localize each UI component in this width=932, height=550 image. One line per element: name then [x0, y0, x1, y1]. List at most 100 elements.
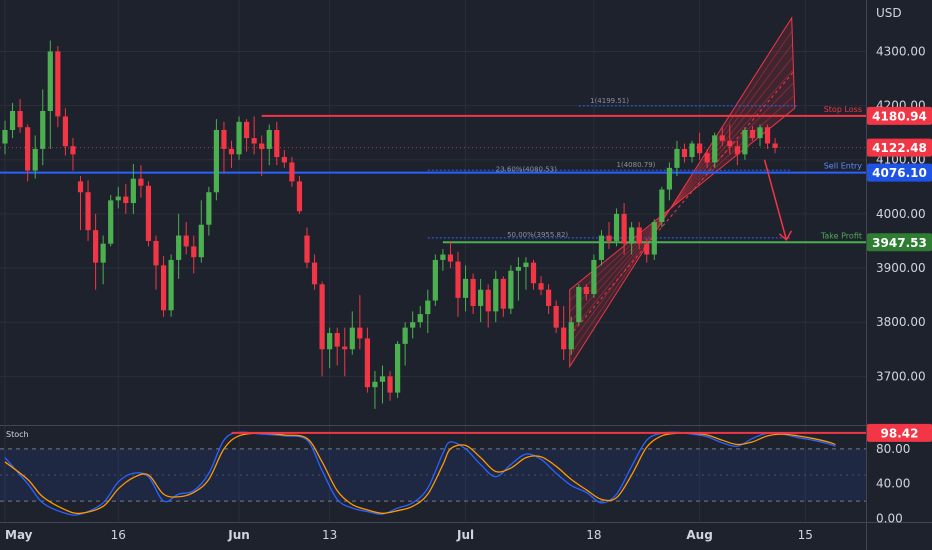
candle-body	[523, 262, 529, 267]
stoch-grid	[0, 448, 866, 502]
candle-body	[176, 235, 182, 260]
candle-body	[296, 181, 303, 212]
candle-body	[697, 143, 703, 154]
candle-body	[55, 51, 61, 117]
candle-body	[311, 262, 318, 285]
projection-arrowhead	[778, 230, 793, 242]
candle-body	[17, 111, 23, 128]
candle-body	[289, 162, 295, 182]
candle-body	[47, 51, 53, 112]
candle-body	[395, 343, 401, 393]
candle-body	[712, 135, 718, 163]
candle-body	[379, 376, 386, 382]
price-tag-bg	[867, 233, 932, 252]
stoch-tick-label: 80.00	[876, 442, 910, 456]
candle-body	[621, 213, 627, 244]
sell-entry-label: Sell Entry	[824, 162, 863, 171]
candle-body	[591, 259, 597, 295]
candle-body	[440, 254, 446, 260]
candle-body	[387, 376, 393, 393]
time-tick-label: May	[5, 528, 33, 542]
candle-body	[236, 121, 242, 155]
candle-body	[644, 243, 650, 255]
price-tag-bg	[867, 106, 932, 125]
price-tick-label: 3700.00	[876, 369, 926, 383]
price-tag-value: 4122.48	[872, 141, 927, 155]
candles[interactable]	[2, 40, 778, 409]
price-tick-label: 3900.00	[876, 261, 926, 275]
candle-body	[319, 284, 325, 350]
candle-body	[485, 289, 491, 312]
candle-body	[130, 178, 136, 204]
candle-body	[153, 240, 159, 266]
price-tag: 4180.94	[867, 106, 932, 125]
candle-body	[598, 235, 605, 260]
candle-body	[198, 224, 204, 258]
candle-body	[719, 135, 725, 141]
time-tick-label: 18	[586, 528, 601, 542]
candle-body	[138, 178, 144, 186]
candle-body	[613, 213, 620, 241]
candle-body	[62, 116, 68, 147]
candle-body	[704, 153, 710, 163]
price-tag-bg	[867, 163, 932, 182]
price-channel	[569, 16, 796, 369]
price-tag-value: 3947.53	[872, 236, 927, 250]
candle-body	[183, 235, 189, 247]
candle-body	[251, 138, 257, 144]
candle-body	[40, 111, 46, 149]
candle-body	[651, 222, 657, 255]
candle-body	[274, 129, 280, 158]
candle-body	[772, 143, 778, 148]
candle-body	[259, 143, 265, 149]
candle-body	[538, 283, 544, 290]
candle-body	[228, 148, 235, 155]
time-tick-label: Jun	[227, 528, 250, 542]
candle-body	[659, 189, 665, 223]
stoch-tick-label: 0.00	[876, 512, 903, 526]
projection-arrow	[763, 159, 788, 241]
candle-body	[417, 314, 423, 323]
candle-body	[432, 259, 438, 301]
candle-body	[266, 129, 272, 149]
price-tag: 4076.10	[867, 163, 932, 182]
stoch-tag-value: 98.42	[881, 426, 919, 440]
price-tick-label: 4000.00	[876, 207, 926, 221]
stop-loss-label: Stop Loss	[824, 105, 862, 114]
price-tags: 4180.94 4122.48 4076.10 3947.53 98.42	[867, 106, 932, 442]
time-tick-label: 13	[322, 528, 337, 542]
price-tag-bg	[867, 138, 932, 157]
candle-body	[2, 129, 8, 144]
stoch-tag: 98.42	[867, 423, 932, 442]
candle-body	[244, 121, 250, 139]
candle-body	[606, 235, 612, 241]
candle-body	[25, 127, 31, 171]
candle-body	[9, 111, 16, 130]
candle-body	[281, 157, 287, 163]
candle-body	[100, 243, 106, 263]
candle-body	[93, 230, 99, 263]
candle-body	[478, 289, 484, 306]
candle-body	[77, 181, 84, 193]
candle-body	[410, 322, 416, 328]
candle-body	[583, 286, 589, 295]
price-tag: 3947.53	[867, 233, 932, 252]
stoch-title: Stoch	[6, 430, 29, 439]
channel-hatch	[569, 69, 794, 323]
channel-midline	[569, 70, 796, 337]
fib-label: 1(4080.79)	[617, 161, 656, 169]
candle-body	[546, 289, 552, 306]
candle-body	[568, 322, 574, 350]
candle-body	[674, 148, 680, 168]
stochastic-pane[interactable]	[4, 431, 866, 516]
channel-hatch	[569, 95, 795, 302]
take-profit-label: Take Profit	[820, 231, 862, 240]
candle-body	[108, 200, 114, 244]
price-tag-value: 4076.10	[872, 166, 927, 180]
price-tag-value: 4180.94	[872, 109, 927, 123]
candle-body	[304, 235, 310, 263]
stoch-k-line	[4, 431, 836, 516]
candle-body	[530, 262, 537, 284]
candle-body	[123, 196, 129, 204]
